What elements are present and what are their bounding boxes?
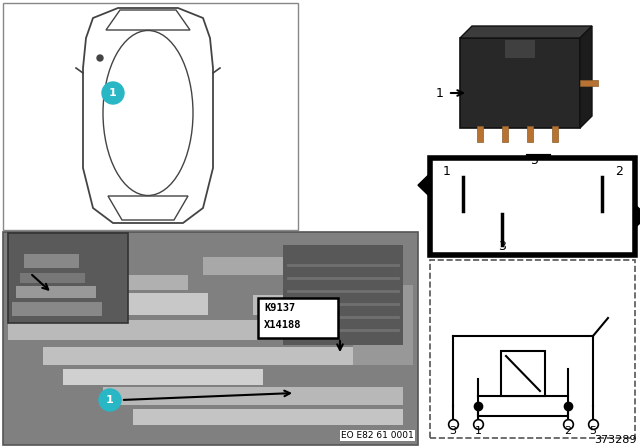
Bar bbox=[258, 298, 338, 338]
Bar bbox=[63, 369, 263, 385]
Text: 1: 1 bbox=[106, 395, 114, 405]
Circle shape bbox=[102, 82, 124, 104]
Polygon shape bbox=[460, 26, 592, 38]
Bar bbox=[552, 126, 558, 142]
Text: K9137: K9137 bbox=[264, 303, 295, 313]
Bar bbox=[16, 286, 96, 298]
Bar bbox=[203, 257, 403, 275]
Bar bbox=[283, 245, 403, 345]
Polygon shape bbox=[635, 205, 640, 228]
Text: X14188: X14188 bbox=[264, 320, 301, 330]
Bar bbox=[12, 302, 102, 316]
Bar bbox=[430, 158, 635, 255]
Text: 1: 1 bbox=[436, 86, 444, 99]
Bar bbox=[103, 387, 403, 405]
Bar bbox=[8, 320, 258, 340]
Bar bbox=[477, 126, 483, 142]
Bar bbox=[20, 273, 85, 283]
Circle shape bbox=[99, 389, 121, 411]
Text: 5: 5 bbox=[589, 426, 596, 436]
Text: 5: 5 bbox=[531, 154, 538, 167]
Bar bbox=[527, 126, 533, 142]
Bar bbox=[502, 126, 508, 142]
Bar bbox=[8, 275, 188, 290]
Bar bbox=[43, 347, 363, 365]
Text: 2: 2 bbox=[564, 426, 572, 436]
Text: 3: 3 bbox=[449, 426, 456, 436]
Bar bbox=[24, 254, 79, 268]
Bar bbox=[8, 293, 208, 315]
Text: 373289: 373289 bbox=[595, 435, 637, 445]
Bar bbox=[3, 232, 418, 445]
Text: 1: 1 bbox=[442, 165, 451, 178]
Bar bbox=[3, 3, 298, 230]
Text: 3: 3 bbox=[498, 240, 506, 253]
Text: 2: 2 bbox=[614, 165, 623, 178]
Bar bbox=[353, 285, 413, 365]
Bar bbox=[580, 80, 598, 86]
Bar bbox=[501, 351, 545, 396]
Text: 1: 1 bbox=[109, 88, 117, 98]
Bar bbox=[8, 233, 128, 323]
Bar bbox=[460, 38, 580, 128]
Text: 1: 1 bbox=[474, 426, 481, 436]
Bar bbox=[323, 285, 403, 345]
Bar bbox=[478, 396, 568, 416]
Circle shape bbox=[97, 55, 103, 61]
Bar bbox=[505, 40, 535, 58]
Polygon shape bbox=[418, 173, 430, 197]
Bar bbox=[253, 295, 403, 315]
Bar bbox=[430, 260, 635, 438]
Polygon shape bbox=[580, 26, 592, 128]
Bar bbox=[133, 409, 403, 425]
Text: EO E82 61 0001: EO E82 61 0001 bbox=[341, 431, 414, 440]
